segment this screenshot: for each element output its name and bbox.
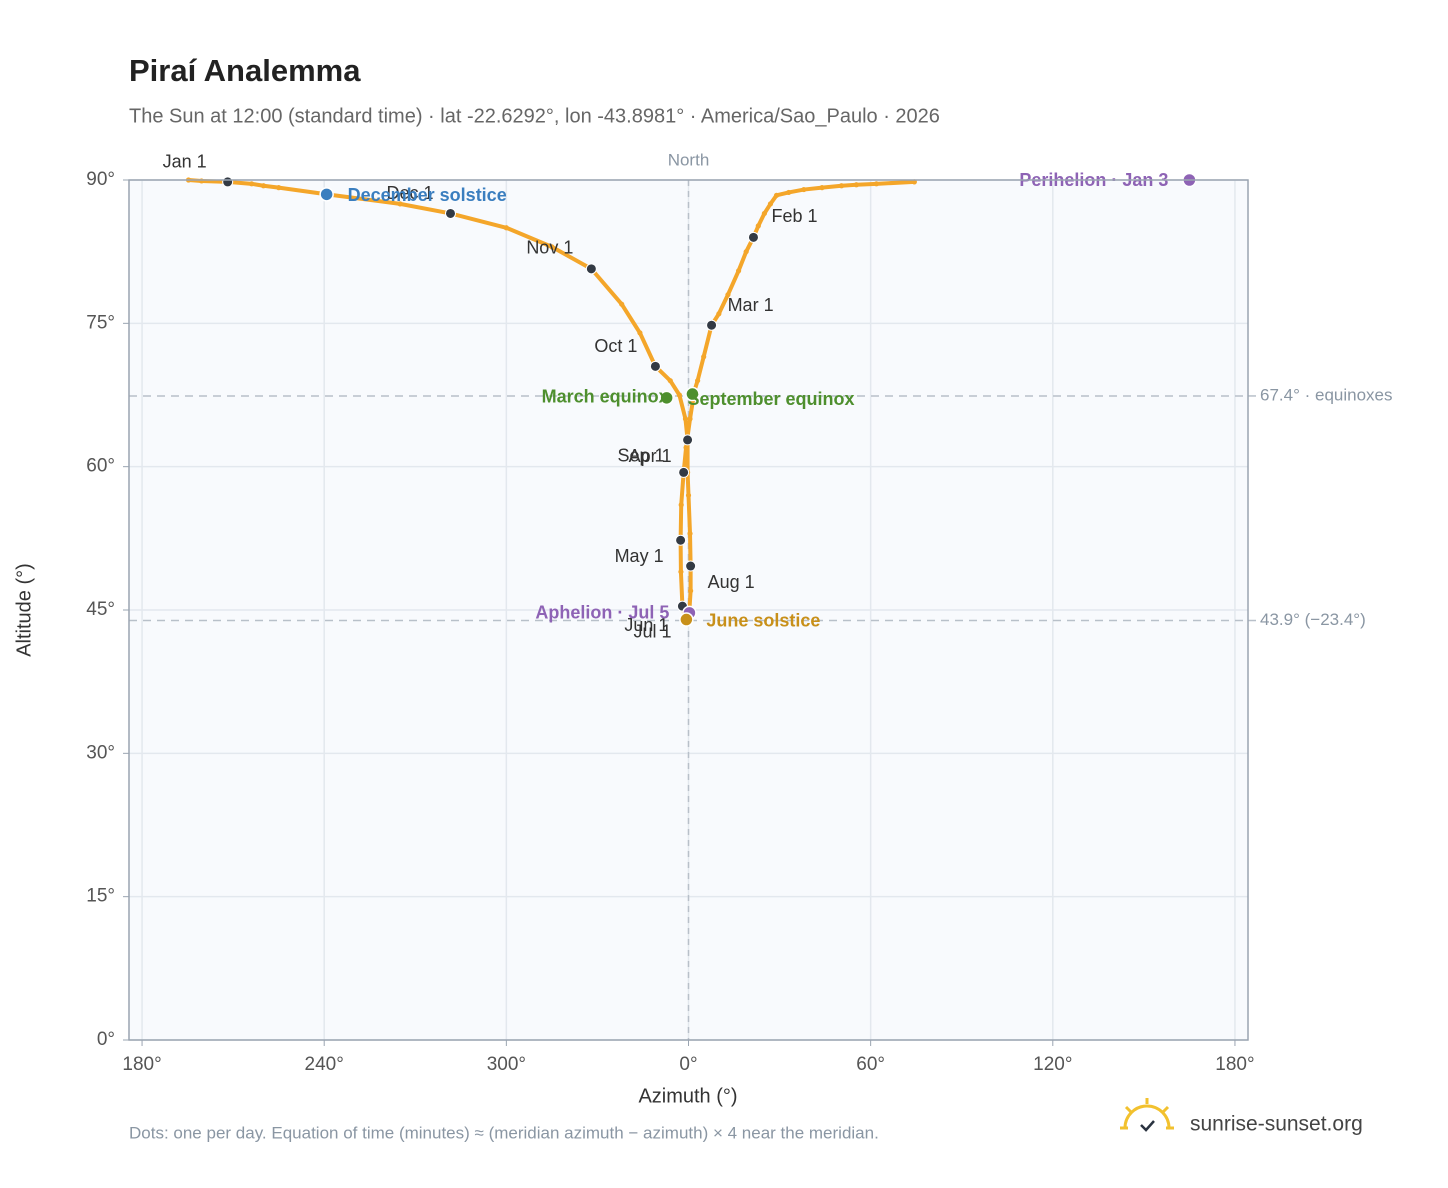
- daily-dot: [260, 183, 267, 189]
- daily-dot: [678, 569, 684, 575]
- event-label: Aphelion · Jul 5: [535, 603, 669, 623]
- month-marker: [682, 434, 694, 446]
- daily-dot: [676, 392, 682, 398]
- daily-dot: [801, 186, 807, 193]
- daily-dot: [198, 178, 205, 184]
- event-marker: [679, 612, 694, 627]
- month-label: Mar 1: [728, 295, 774, 315]
- event-marker: [685, 386, 700, 402]
- y-tick-label: 30°: [86, 742, 115, 763]
- daily-dot: [687, 416, 693, 422]
- daily-dot: [637, 330, 643, 336]
- y-tick-label: 75°: [86, 312, 115, 333]
- daily-dot: [767, 201, 774, 207]
- daily-dot: [397, 201, 403, 207]
- daily-dot: [682, 416, 689, 422]
- daily-dot: [773, 192, 780, 198]
- daily-dot: [249, 181, 255, 187]
- chart-title: Piraí Analemma: [129, 53, 361, 88]
- daily-dot: [276, 185, 282, 191]
- event-marker: [319, 187, 334, 202]
- daily-dot: [695, 378, 701, 384]
- daily-dot: [725, 292, 731, 298]
- y-tick-label: 60°: [86, 456, 115, 477]
- month-label: May 1: [615, 546, 664, 566]
- y-tick-label: 90°: [86, 169, 115, 190]
- month-label: Oct 1: [594, 336, 637, 356]
- brand-logo: [1120, 1098, 1174, 1132]
- y-tick-label: 45°: [86, 599, 115, 620]
- x-tick-label: 300°: [487, 1054, 526, 1075]
- plot-frame: [128, 179, 1249, 1041]
- month-marker: [675, 534, 687, 546]
- event-label: June solstice: [706, 610, 820, 630]
- daily-dot: [685, 492, 692, 498]
- y-tick-label: 15°: [86, 886, 115, 907]
- month-marker: [649, 360, 661, 372]
- month-marker: [685, 560, 697, 572]
- x-tick-label: 0°: [679, 1054, 697, 1075]
- daily-dot: [549, 244, 555, 250]
- meridian-label: North: [668, 150, 710, 169]
- month-label: Apr 1: [629, 446, 672, 466]
- x-tick-label: 60°: [856, 1054, 885, 1075]
- reference-label: 67.4° · equinoxes: [1260, 385, 1393, 404]
- month-label: Feb 1: [771, 206, 817, 226]
- daily-dot: [503, 225, 509, 231]
- daily-dot: [761, 210, 767, 217]
- daily-dot: [786, 189, 792, 196]
- month-marker: [678, 466, 690, 478]
- month-marker: [585, 263, 597, 275]
- chart-subtitle: The Sun at 12:00 (standard time) · lat -…: [129, 105, 940, 127]
- event-label: March equinox: [542, 387, 669, 407]
- daily-dot: [755, 223, 761, 229]
- month-marker: [222, 176, 234, 188]
- month-label: Aug 1: [708, 572, 755, 592]
- y-tick-label: 0°: [97, 1029, 115, 1050]
- footnote: Dots: one per day. Equation of time (min…: [129, 1123, 879, 1142]
- daily-dot: [678, 502, 684, 508]
- daily-dot: [873, 181, 880, 187]
- x-axis-title: Azimuth (°): [638, 1085, 737, 1107]
- brand: sunrise-sunset.org: [1190, 1113, 1363, 1136]
- daily-dot: [735, 268, 742, 274]
- daily-dot: [853, 182, 859, 188]
- daily-dot: [683, 444, 689, 451]
- daily-dot: [701, 354, 707, 360]
- month-label: Jul 1: [634, 621, 672, 641]
- event-marker: [659, 390, 674, 406]
- daily-dot: [838, 183, 845, 189]
- x-tick-label: 120°: [1033, 1054, 1072, 1075]
- x-tick-label: 240°: [305, 1054, 344, 1075]
- daily-dot: [716, 311, 722, 317]
- x-tick-label: 180°: [122, 1054, 161, 1075]
- y-axis-title: Altitude (°): [13, 563, 35, 657]
- month-label: Nov 1: [526, 238, 573, 258]
- month-label: Dec 1: [386, 183, 433, 203]
- month-marker: [444, 207, 456, 219]
- month-label: Sep 1: [618, 446, 665, 466]
- daily-dot: [743, 249, 749, 255]
- month-marker: [747, 231, 759, 243]
- month-marker: [706, 319, 718, 331]
- reference-label: 43.9° (−23.4°): [1260, 610, 1366, 629]
- daily-dot: [688, 588, 694, 594]
- x-tick-label: 180°: [1215, 1054, 1254, 1075]
- month-label: Jun 1: [624, 615, 668, 635]
- month-label: Jan 1: [163, 152, 207, 172]
- daily-dot: [819, 185, 825, 191]
- event-label: December solstice: [348, 185, 507, 205]
- daily-dot: [687, 530, 693, 537]
- daily-dot: [619, 301, 625, 307]
- daily-dot: [667, 378, 673, 384]
- event-label: September equinox: [687, 389, 854, 409]
